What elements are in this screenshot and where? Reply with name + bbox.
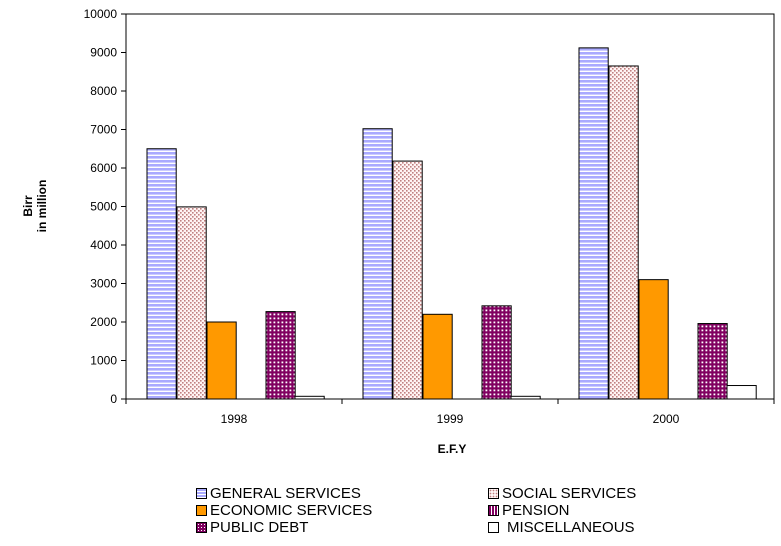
bar-economic-services-1999	[422, 313, 453, 400]
y-tick-label: 1000	[90, 354, 117, 368]
legend-swatch	[196, 488, 207, 499]
x-axis-title: E.F.Y	[438, 442, 467, 456]
legend-label: SOCIAL SERVICES	[502, 485, 637, 502]
legend-label: ECONOMIC SERVICES	[210, 502, 373, 519]
y-tick-label: 2000	[90, 315, 117, 329]
y-tick-label: 7000	[90, 123, 117, 137]
legend-swatch	[488, 522, 499, 533]
chart-legend: GENERAL SERVICES SOCIAL SERVICES ECONOMIC …	[196, 485, 756, 536]
legend-label: MISCELLANEOUS	[507, 519, 635, 536]
bar-public-debt-1999	[510, 395, 541, 400]
bar-social-services-1999	[392, 160, 423, 400]
legend-swatch	[488, 505, 499, 516]
y-axis-title-line2: in million	[35, 180, 49, 233]
bar-public-debt-1998	[294, 395, 325, 400]
bar-economic-services-1998	[206, 321, 237, 400]
y-tick-label: 5000	[90, 200, 117, 214]
x-tick-label: 1998	[221, 412, 248, 426]
y-tick-label: 0	[110, 392, 117, 406]
legend-swatch	[488, 488, 499, 499]
y-tick-label: 4000	[90, 238, 117, 252]
bar-economic-services-2000	[638, 279, 669, 400]
y-tick-label: 6000	[90, 161, 117, 175]
legend-item-public-debt: PUBLIC DEBT	[196, 519, 488, 536]
legend-label: PUBLIC DEBT	[210, 519, 309, 536]
y-tick-label: 3000	[90, 277, 117, 291]
bars	[146, 47, 757, 400]
x-tick-label: 2000	[653, 412, 680, 426]
legend-swatch	[196, 522, 207, 533]
y-tick-label: 8000	[90, 84, 117, 98]
bar-general-services-1999	[362, 128, 393, 400]
bar-general-services-2000	[578, 47, 609, 400]
bar-pension-2000	[697, 323, 728, 400]
y-axis-title-line1: Birr	[21, 195, 35, 217]
legend-label: PENSION	[502, 502, 570, 519]
bar-pension-1999	[481, 305, 512, 400]
bar-public-debt-2000	[726, 385, 757, 400]
legend-item-pension: PENSION	[488, 502, 748, 519]
bar-social-services-1998	[176, 206, 207, 400]
y-axis: 0 1000 2000 3000 4000 5000 6000 7000 8000 9000 100…	[84, 7, 126, 406]
legend-item-social-services: SOCIAL SERVICES	[488, 485, 748, 502]
legend-label: GENERAL SERVICES	[210, 485, 361, 502]
legend-swatch	[196, 505, 207, 516]
x-axis: 1998 1999 2000	[125, 399, 775, 426]
bar-social-services-2000	[608, 65, 639, 400]
y-tick-label: 10000	[84, 7, 118, 21]
y-tick-label: 9000	[90, 46, 117, 60]
bar-pension-1998	[265, 311, 296, 400]
legend-item-economic-services: ECONOMIC SERVICES	[196, 502, 488, 519]
legend-item-general-services: GENERAL SERVICES	[196, 485, 488, 502]
x-tick-label: 1999	[437, 412, 464, 426]
bar-general-services-1998	[146, 148, 177, 400]
bar-chart: 0 1000 2000 3000 4000 5000 6000 7000 8000 9000 100…	[21, 7, 775, 456]
legend-item-miscellaneous: MISCELLANEOUS	[488, 519, 748, 536]
